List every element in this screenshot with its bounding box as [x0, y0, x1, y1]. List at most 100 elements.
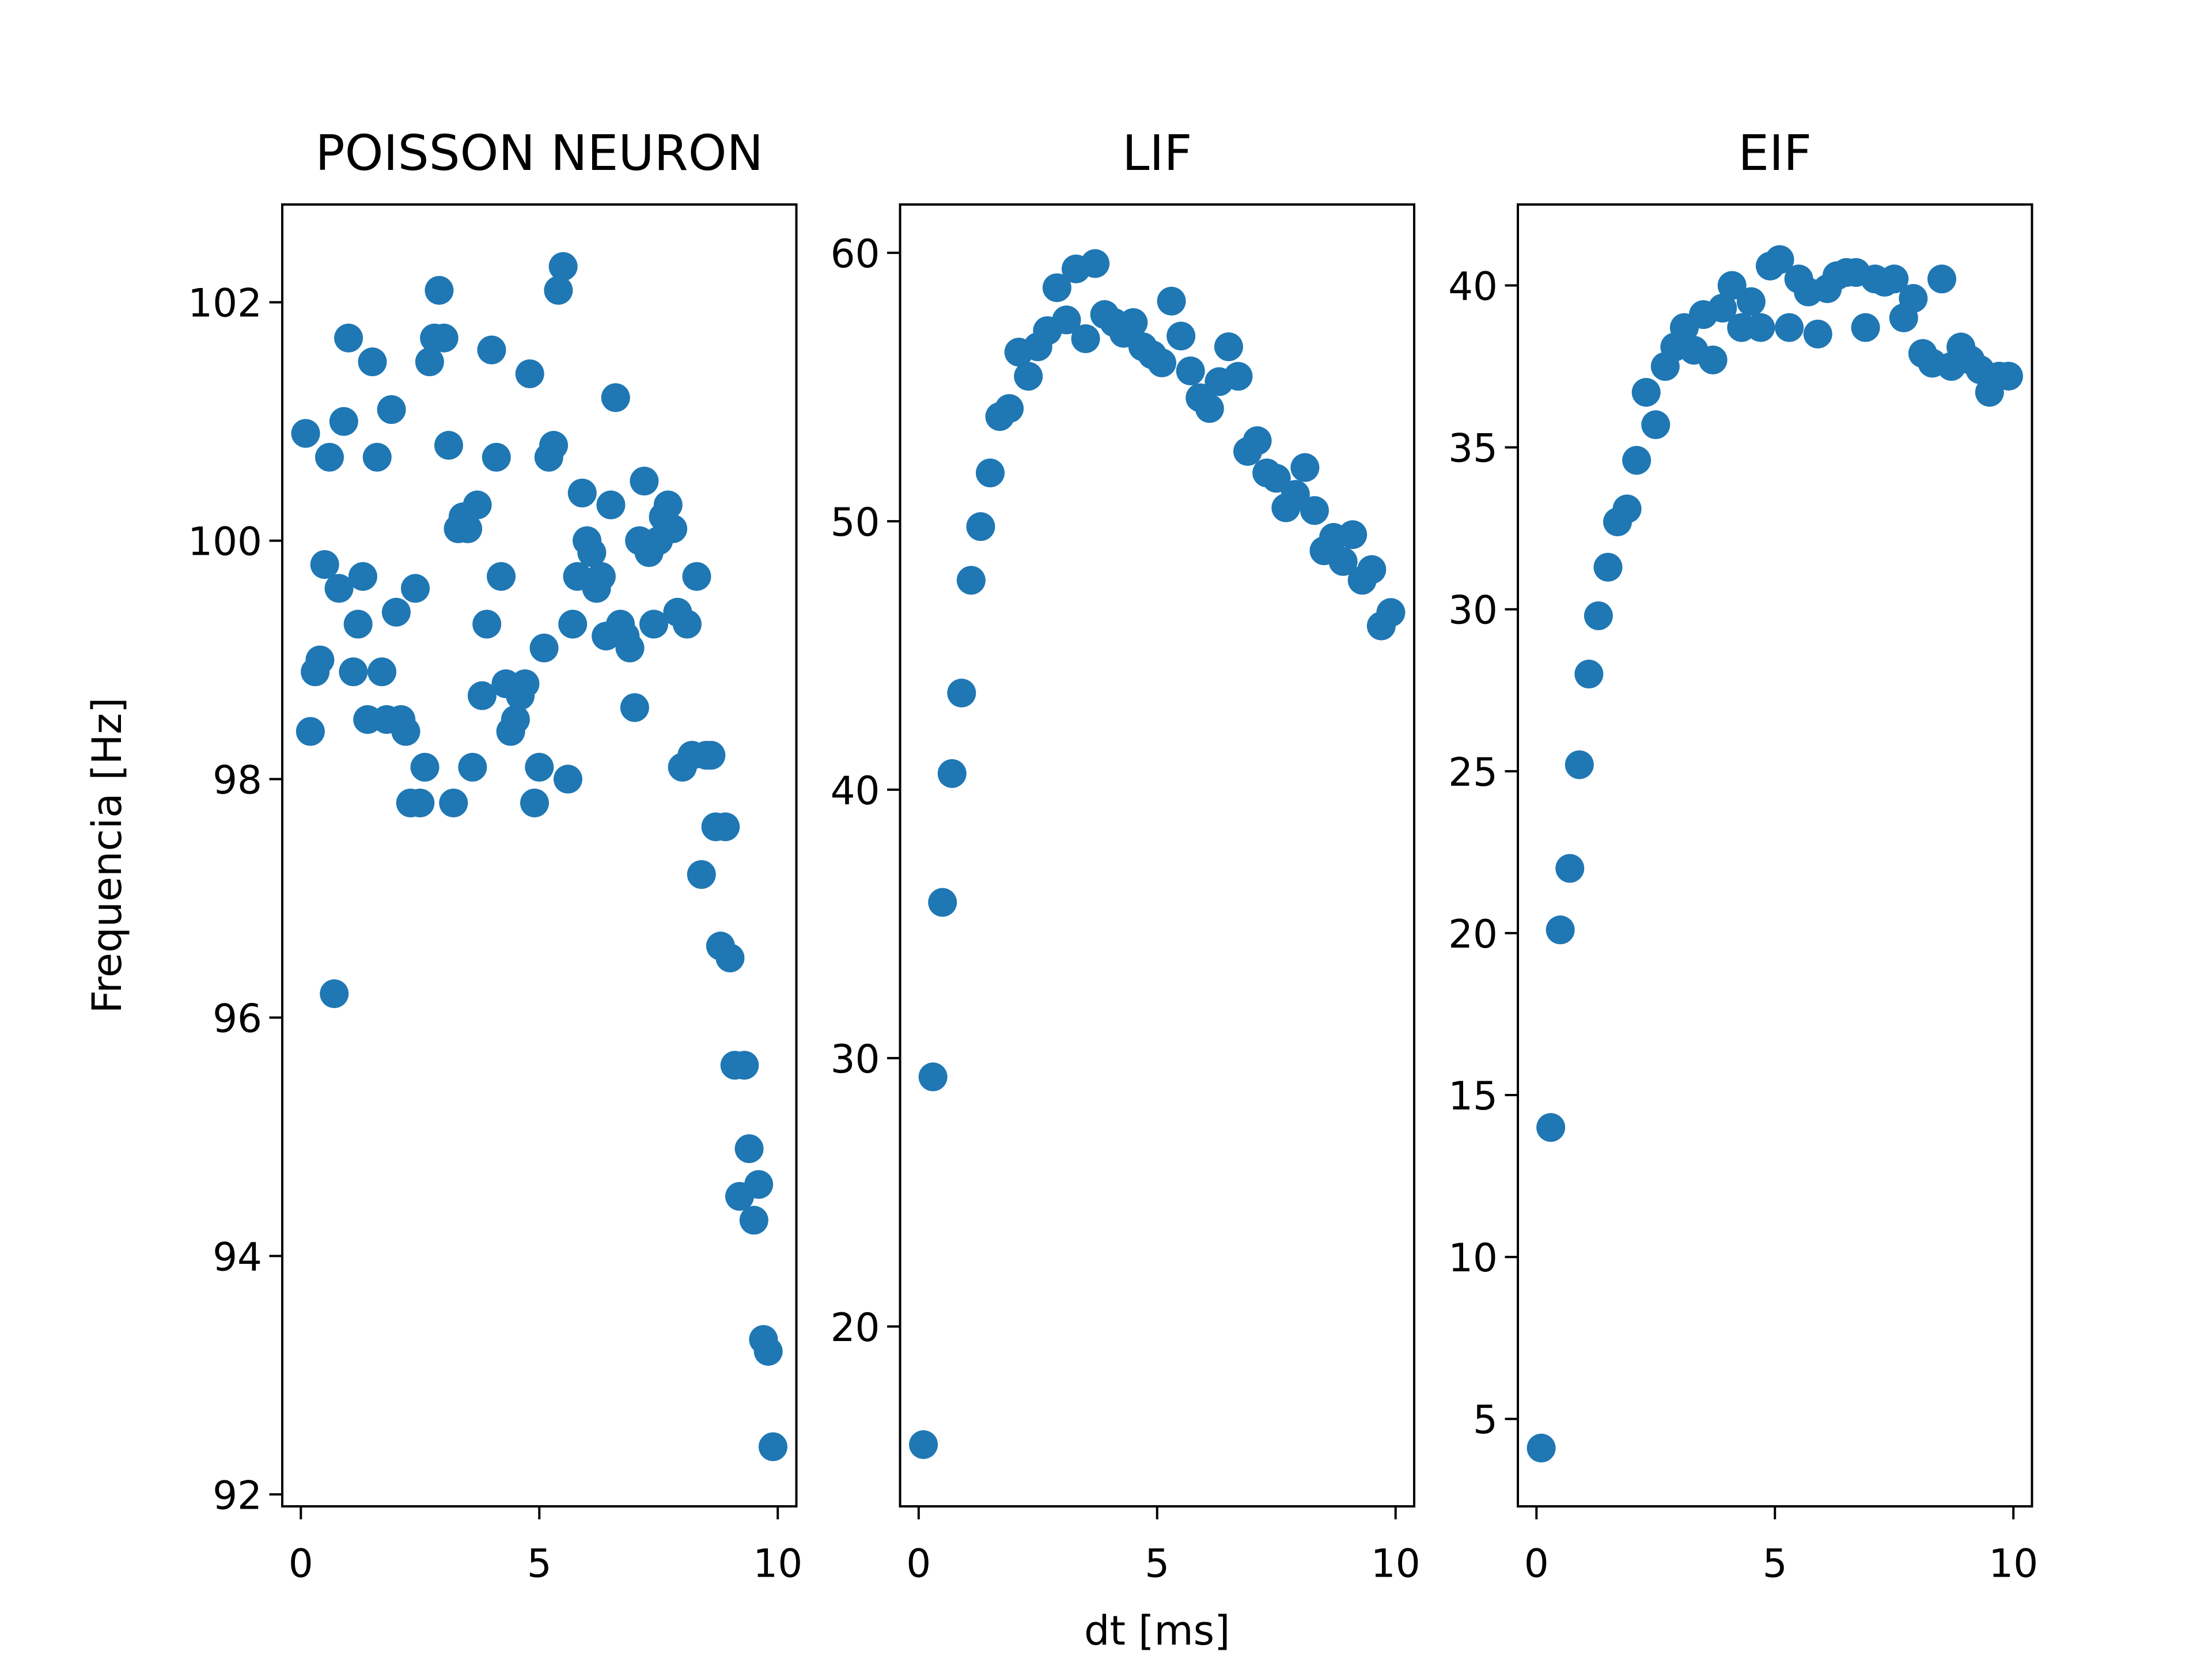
- point: [320, 979, 349, 1009]
- point: [1157, 286, 1186, 316]
- subplot-title: LIF: [1122, 125, 1192, 182]
- x-tick-label: 5: [527, 1541, 552, 1586]
- point: [918, 1062, 948, 1092]
- point: [406, 788, 435, 817]
- point: [291, 419, 320, 448]
- subplot: POISSON NEURON Frequencia [Hz] 0 5 10 92 94 96 9…: [84, 125, 802, 1586]
- point: [1243, 426, 1272, 456]
- point: [639, 609, 668, 639]
- point: [1071, 324, 1100, 353]
- point: [520, 788, 549, 817]
- x-tick-label: 10: [1988, 1541, 2038, 1586]
- y-tick-label: 94: [213, 1234, 262, 1279]
- point: [510, 669, 540, 698]
- point: [310, 550, 339, 579]
- point: [956, 566, 986, 595]
- point: [1765, 245, 1794, 274]
- y-tick-label: 15: [1448, 1073, 1498, 1119]
- point: [544, 276, 573, 305]
- point: [620, 693, 649, 722]
- point: [515, 359, 544, 388]
- y-tick-label: 5: [1473, 1397, 1498, 1442]
- point: [377, 395, 406, 424]
- axes-frame: [899, 203, 1415, 1508]
- point: [334, 323, 363, 353]
- point: [1338, 520, 1368, 550]
- axes-frame: [281, 203, 798, 1508]
- point: [315, 442, 344, 472]
- point: [1555, 854, 1585, 883]
- point: [1119, 308, 1148, 338]
- point: [947, 679, 976, 708]
- point: [1565, 750, 1594, 779]
- y-tick-label: 10: [1448, 1235, 1498, 1281]
- point: [305, 645, 335, 675]
- axes-frame: [1517, 203, 2033, 1508]
- point: [909, 1430, 938, 1459]
- x-tick-label: 5: [1763, 1541, 1787, 1586]
- point: [558, 609, 588, 639]
- y-axis-label: Frequencia [Hz]: [84, 698, 131, 1014]
- point: [658, 514, 688, 543]
- point: [1736, 287, 1766, 316]
- point: [1357, 555, 1387, 584]
- point: [553, 764, 582, 794]
- point: [1593, 552, 1623, 582]
- point: [348, 562, 377, 591]
- point: [1612, 494, 1642, 524]
- x-tick-label: 5: [1145, 1541, 1169, 1586]
- point: [539, 431, 569, 460]
- point: [1746, 313, 1775, 342]
- point: [472, 609, 502, 639]
- subplot: LIF dt [ms] 0 5 10 20 30 40 50 60: [831, 125, 1421, 1654]
- point: [339, 657, 368, 687]
- point: [1536, 1113, 1566, 1142]
- point: [453, 514, 483, 543]
- point: [1717, 271, 1747, 300]
- point: [1281, 480, 1310, 509]
- point: [730, 1051, 759, 1080]
- point: [400, 574, 430, 603]
- point: [482, 442, 511, 472]
- point: [1014, 362, 1043, 391]
- x-tick-label: 10: [1371, 1541, 1421, 1586]
- y-tick-label: 102: [188, 281, 262, 326]
- point: [734, 1134, 764, 1164]
- point: [567, 478, 597, 507]
- point: [596, 490, 626, 520]
- point: [577, 538, 607, 567]
- point: [1584, 601, 1613, 630]
- point: [425, 276, 454, 305]
- point: [463, 490, 492, 520]
- y-tick-label: 30: [1448, 588, 1498, 633]
- point: [1081, 249, 1110, 278]
- point: [744, 1170, 774, 1199]
- point: [501, 705, 530, 734]
- y-tick-label: 25: [1448, 749, 1498, 795]
- point: [1622, 446, 1652, 475]
- x-tick-label: 0: [289, 1541, 313, 1586]
- point: [630, 467, 659, 496]
- point: [296, 717, 325, 746]
- point: [586, 562, 616, 591]
- point: [467, 681, 497, 710]
- point: [477, 335, 506, 365]
- point: [1803, 319, 1832, 349]
- point: [434, 431, 463, 460]
- y-tick-label: 96: [213, 995, 262, 1041]
- point: [715, 943, 745, 972]
- y-tick-label: 40: [831, 768, 880, 813]
- point: [1052, 305, 1081, 335]
- x-tick-label: 10: [753, 1541, 802, 1586]
- y-tick-label: 30: [831, 1036, 880, 1082]
- point: [529, 633, 559, 662]
- point: [1300, 496, 1329, 525]
- point: [687, 860, 716, 889]
- subplot-title: EIF: [1738, 125, 1812, 182]
- point: [928, 888, 957, 917]
- point: [1631, 378, 1661, 407]
- y-tick-label: 20: [1448, 911, 1498, 957]
- point: [1195, 394, 1224, 423]
